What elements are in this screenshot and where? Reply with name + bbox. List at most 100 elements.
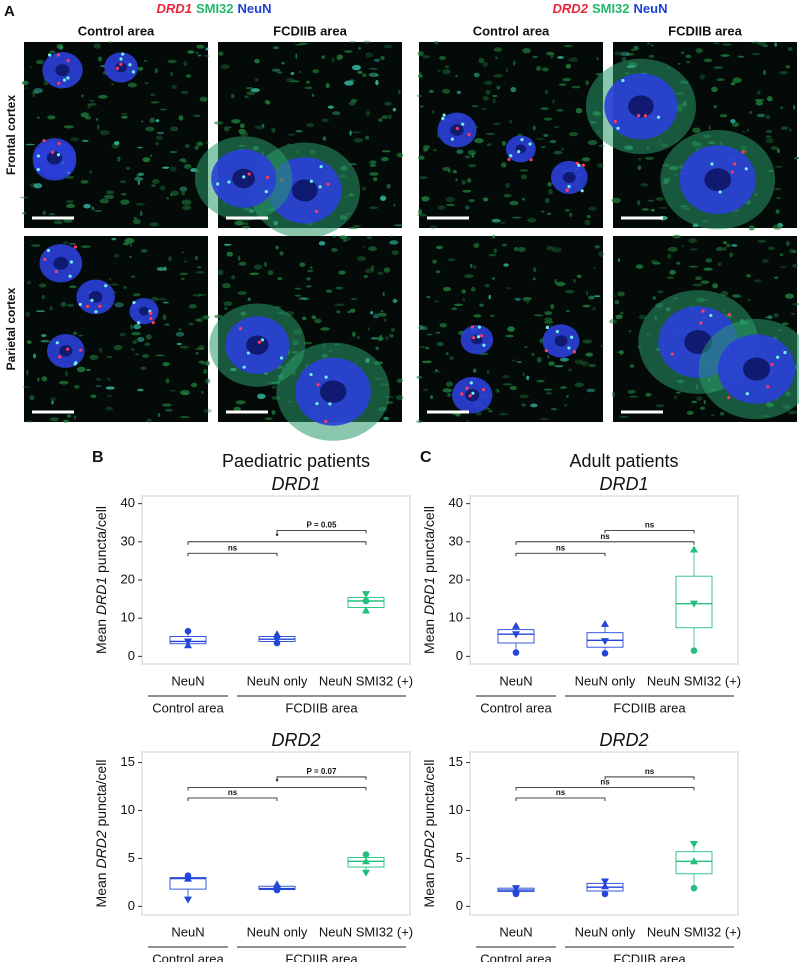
neuropil-speck [275,245,279,250]
neuropil-speck [369,206,379,210]
row-label: Frontal cortex [4,95,18,175]
neuropil-speck [543,133,549,137]
puncta [482,343,486,347]
neuropil-speck [492,98,496,104]
neuropil-speck [780,126,789,131]
neuropil-speck [519,169,529,172]
neuropil-speck [344,50,353,53]
neuropil-speck [473,368,477,373]
neuropil-speck [222,283,231,289]
puncta [86,304,90,308]
neuropil-speck [203,368,208,374]
neuropil-speck [179,186,188,192]
neuropil-speck [509,200,519,206]
neuropil-speck [131,331,141,336]
neuropil-speck [564,208,571,212]
neuropil-speck [358,47,361,50]
neuropil-speck [720,54,730,57]
neuropil-speck [526,375,530,380]
neuropil-speck [335,286,343,290]
neuropil-speck [22,386,31,388]
neuropil-speck [337,58,341,61]
neuropil-speck [231,119,241,124]
neuropil-speck [111,83,114,86]
neuropil-speck [547,181,552,187]
puncta [260,338,265,342]
neuropil-speck [62,240,69,245]
nucleolus [554,335,568,347]
neuropil-speck [748,225,755,231]
neuropil-speck [776,196,781,200]
puncta [247,172,251,176]
comparison-bracket [515,787,695,791]
puncta [621,78,625,83]
neuropil-speck [108,41,112,44]
neuropil-speck [521,403,526,407]
comparison-label: ns [645,520,655,529]
neuropil-speck [429,225,438,229]
neuropil-speck [181,191,186,196]
neuropil-speck [156,131,165,135]
neuropil-speck [195,255,199,261]
neuropil-speck [571,85,581,89]
puncta [36,154,40,158]
neuropil-speck [713,105,717,109]
neuropil-speck [380,310,384,312]
neuropil-speck [32,92,35,98]
neuropil-speck [647,199,655,202]
neuropil-speck [249,272,259,276]
neuropil-speck [533,314,544,317]
neuropil-speck [757,90,761,95]
neuropil-speck [332,111,341,116]
puncta [56,53,61,57]
neuropil-speck [616,315,620,319]
data-point [601,638,609,646]
neuropil-speck [530,403,538,408]
neuropil-speck [435,331,441,334]
neuropil-speck [362,245,366,248]
x-tick-label: NeuN only [247,673,308,688]
nucleolus [115,62,127,73]
neuropil-speck [746,273,752,278]
puncta [68,274,72,278]
puncta [48,53,52,57]
data-point [362,597,370,605]
neuropil-speck [447,392,451,397]
puncta [136,321,141,325]
neuropil-speck [763,70,766,76]
neuropil-speck [197,293,207,296]
neuropil-speck [306,122,315,128]
neuropil-speck [536,65,542,71]
puncta [62,78,67,82]
neuropil-speck [36,310,46,313]
puncta [670,352,674,356]
puncta [50,150,55,154]
neuropil-speck [194,347,205,351]
neuropil-speck [41,376,48,382]
comparison-bracket [187,787,367,791]
neuropil-speck [161,403,172,407]
data-point [601,882,609,890]
neuropil-speck [276,71,283,74]
neuropil-speck [444,65,450,68]
puncta [279,356,284,360]
neuropil-speck [137,172,145,177]
neuropil-speck [722,43,732,46]
puncta [455,126,459,131]
neuropil-speck [471,105,479,108]
neuropil-speck [196,266,202,269]
neuropil-speck [772,224,782,230]
neuropil-speck [765,129,773,134]
neuropil-speck [89,354,99,360]
neuropil-speck [375,79,379,86]
neuropil-speck [363,274,368,278]
neuropil-speck [96,124,100,130]
neuropil-speck [176,342,183,346]
neuropil-speck [169,389,177,392]
neuropil-speck [493,47,503,52]
neuropil-speck [129,243,133,247]
neuropil-speck [764,316,773,319]
puncta [314,209,318,213]
